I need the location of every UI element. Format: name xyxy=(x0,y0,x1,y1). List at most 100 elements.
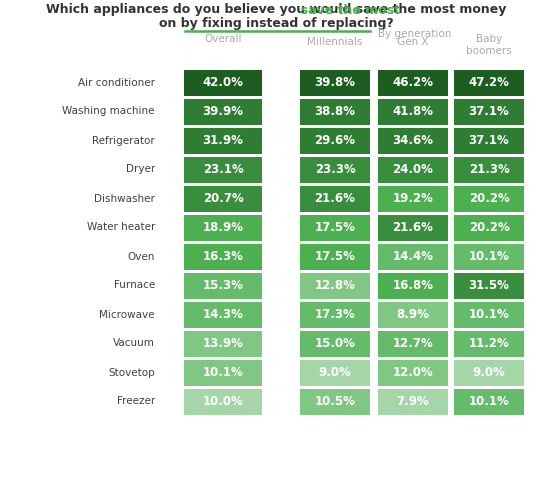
Bar xyxy=(300,157,370,183)
Bar xyxy=(378,360,448,386)
Bar xyxy=(378,69,448,96)
Text: 16.3%: 16.3% xyxy=(202,250,243,263)
Text: 24.0%: 24.0% xyxy=(393,163,434,176)
Bar xyxy=(184,388,262,414)
Bar xyxy=(184,360,262,386)
Text: 31.5%: 31.5% xyxy=(468,279,509,292)
Text: 17.5%: 17.5% xyxy=(315,221,356,234)
Text: 38.8%: 38.8% xyxy=(315,105,356,118)
Bar xyxy=(454,157,524,183)
Text: Refrigerator: Refrigerator xyxy=(92,136,155,145)
Bar xyxy=(378,272,448,299)
Text: 12.0%: 12.0% xyxy=(393,366,434,379)
Text: Air conditioner: Air conditioner xyxy=(78,78,155,87)
Text: 47.2%: 47.2% xyxy=(468,76,509,89)
Text: 7.9%: 7.9% xyxy=(397,395,429,408)
Bar xyxy=(378,157,448,183)
Text: 10.5%: 10.5% xyxy=(315,395,356,408)
Text: 12.8%: 12.8% xyxy=(315,279,356,292)
Bar xyxy=(454,99,524,124)
Text: Dishwasher: Dishwasher xyxy=(94,194,155,203)
Bar xyxy=(454,185,524,211)
Text: 34.6%: 34.6% xyxy=(393,134,434,147)
Bar xyxy=(454,127,524,154)
Text: 17.3%: 17.3% xyxy=(315,308,356,321)
Text: 18.9%: 18.9% xyxy=(202,221,243,234)
Text: 10.1%: 10.1% xyxy=(468,308,509,321)
Text: Freezer: Freezer xyxy=(117,396,155,407)
Bar xyxy=(184,157,262,183)
Text: 17.5%: 17.5% xyxy=(315,250,356,263)
Text: 15.0%: 15.0% xyxy=(315,337,356,350)
Bar xyxy=(300,185,370,211)
Bar xyxy=(378,330,448,357)
Text: 31.9%: 31.9% xyxy=(202,134,243,147)
Bar xyxy=(454,244,524,269)
Bar xyxy=(184,330,262,357)
Bar xyxy=(454,360,524,386)
Bar xyxy=(454,388,524,414)
Text: on by fixing instead of replacing?: on by fixing instead of replacing? xyxy=(159,17,393,29)
Bar xyxy=(300,272,370,299)
Text: 20.7%: 20.7% xyxy=(202,192,243,205)
Text: 13.9%: 13.9% xyxy=(202,337,243,350)
Bar xyxy=(184,127,262,154)
Text: 10.1%: 10.1% xyxy=(468,395,509,408)
Text: 21.3%: 21.3% xyxy=(468,163,509,176)
Bar xyxy=(184,99,262,124)
Text: 12.7%: 12.7% xyxy=(393,337,434,350)
Text: 23.1%: 23.1% xyxy=(202,163,243,176)
Text: 9.0%: 9.0% xyxy=(319,366,351,379)
Bar xyxy=(454,215,524,241)
Bar xyxy=(454,69,524,96)
Text: 10.1%: 10.1% xyxy=(468,250,509,263)
Text: 16.8%: 16.8% xyxy=(393,279,434,292)
Text: By generation: By generation xyxy=(378,29,452,39)
Text: 37.1%: 37.1% xyxy=(468,105,509,118)
Bar xyxy=(378,215,448,241)
Text: Furnace: Furnace xyxy=(114,281,155,290)
Bar xyxy=(184,185,262,211)
Bar xyxy=(184,244,262,269)
Text: Oven: Oven xyxy=(128,251,155,262)
Text: 10.1%: 10.1% xyxy=(202,366,243,379)
Bar xyxy=(300,244,370,269)
Bar xyxy=(300,302,370,327)
Text: 21.6%: 21.6% xyxy=(393,221,434,234)
Text: Baby
boomers: Baby boomers xyxy=(466,34,512,56)
Text: 20.2%: 20.2% xyxy=(468,192,509,205)
Text: 46.2%: 46.2% xyxy=(393,76,434,89)
Bar xyxy=(300,388,370,414)
Bar xyxy=(300,330,370,357)
Bar xyxy=(184,69,262,96)
Text: Overall: Overall xyxy=(204,34,242,44)
Text: Stovetop: Stovetop xyxy=(108,367,155,378)
Text: 10.0%: 10.0% xyxy=(202,395,243,408)
Bar xyxy=(378,388,448,414)
Text: 14.3%: 14.3% xyxy=(202,308,243,321)
Bar xyxy=(454,330,524,357)
Bar xyxy=(378,185,448,211)
Text: Washing machine: Washing machine xyxy=(62,106,155,117)
Text: Dryer: Dryer xyxy=(126,164,155,175)
Text: 20.2%: 20.2% xyxy=(468,221,509,234)
Text: 15.3%: 15.3% xyxy=(202,279,243,292)
Bar xyxy=(378,127,448,154)
Text: Microwave: Microwave xyxy=(100,309,155,320)
Bar xyxy=(378,244,448,269)
Text: save the most: save the most xyxy=(117,3,435,17)
Bar xyxy=(300,215,370,241)
Text: Which appliances do you believe you would save the most money: Which appliances do you believe you woul… xyxy=(46,3,506,17)
Text: 41.8%: 41.8% xyxy=(393,105,434,118)
Bar xyxy=(300,360,370,386)
Bar xyxy=(378,99,448,124)
Text: 14.4%: 14.4% xyxy=(393,250,434,263)
Bar xyxy=(184,215,262,241)
Text: 8.9%: 8.9% xyxy=(397,308,430,321)
Text: 19.2%: 19.2% xyxy=(393,192,434,205)
Text: 9.0%: 9.0% xyxy=(473,366,505,379)
Text: 39.9%: 39.9% xyxy=(202,105,243,118)
Bar xyxy=(184,302,262,327)
Text: 23.3%: 23.3% xyxy=(315,163,356,176)
Text: 42.0%: 42.0% xyxy=(202,76,243,89)
